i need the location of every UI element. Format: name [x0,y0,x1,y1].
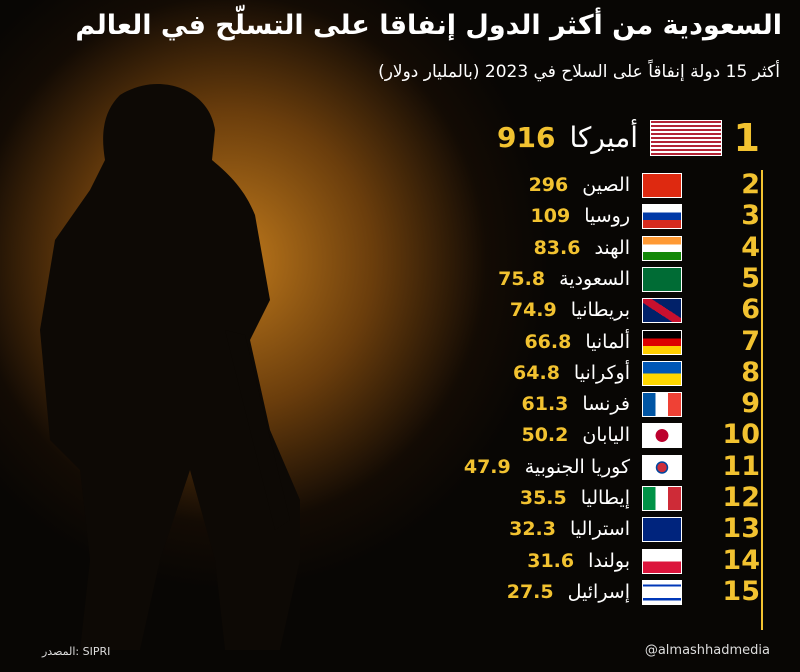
country-row: فرنسا 61.3 [330,389,630,419]
rank-number: 7 [741,325,760,357]
spending-value: 75.8 [498,267,546,290]
spending-value: 109 [530,205,571,228]
country-name: روسيا [584,205,630,228]
rank-number: 3 [741,200,760,232]
country-name: الهند [594,236,630,259]
rank-number: 12 [722,482,760,513]
rank-number: 5 [741,262,760,294]
country-name: بريطانيا [570,299,630,322]
source: المصدر: SIPRI [42,645,111,658]
flag [650,120,722,156]
rank-number: 1 [733,116,760,160]
handle: @almashhadmedia [644,643,770,658]
country-row: استراليا 32.3 [330,514,630,544]
spending-value: 296 [528,174,569,196]
flag [642,173,682,198]
spending-value: 31.6 [527,549,575,572]
country-row: أوكرانيا 64.8 [330,358,630,388]
flag [642,579,682,605]
rank-number: 4 [741,231,760,263]
country-row: السعودية 75.8 [330,264,630,294]
title: السعودية من أكثر الدول إنفاقا على التسلّ… [75,10,782,41]
spending-value: 47.9 [463,455,511,478]
spending-value: 83.6 [533,236,581,259]
flag [642,266,682,292]
spending-value: 61.3 [521,393,569,416]
rank-number: 14 [722,544,760,576]
country-name: بولندا [588,549,630,572]
country-row: ألمانيا 66.8 [330,327,630,357]
rank-number: 2 [741,169,760,200]
country-row: أميركا 916 [338,118,638,158]
flag [642,329,682,355]
flag [642,204,682,230]
spending-value: 35.5 [519,487,567,509]
rank-number: 6 [741,294,760,326]
country-row: بولندا 31.6 [330,546,630,576]
country-name: إيطاليا [580,487,630,509]
flag [642,298,682,324]
country-row: إسرائيل 27.5 [330,577,630,607]
rank-number: 9 [741,388,760,420]
flag [642,235,682,261]
rank-number: 8 [741,356,760,388]
spending-value: 32.3 [509,518,556,541]
country-name: أوكرانيا [573,361,630,384]
country-name: فرنسا [582,393,630,416]
country-name: اليابان [582,424,630,447]
rank-number: 15 [722,575,760,607]
rank-number: 13 [722,513,760,545]
country-row: بريطانيا 74.9 [330,295,630,325]
spending-value: 66.8 [524,330,572,353]
country-row: اليابان 50.2 [330,420,630,450]
spending-value: 50.2 [521,424,569,447]
country-name: إسرائيل [567,580,630,603]
rank-number: 11 [722,450,760,482]
country-name: استراليا [569,518,630,541]
spending-value: 74.9 [509,299,557,322]
country-row: روسيا 109 [330,201,630,231]
spending-value: 27.5 [506,580,554,603]
flag [642,486,682,511]
flag [642,392,682,418]
country-row: إيطاليا 35.5 [330,483,630,513]
country-name: أميركا [569,121,638,154]
country-row: الصين 296 [330,170,630,200]
country-name: ألمانيا [585,330,630,353]
spending-value: 916 [497,121,556,154]
country-name: كوريا الجنوبية [524,455,630,478]
country-name: السعودية [559,267,630,290]
flag [642,454,682,480]
spending-value: 64.8 [513,361,560,384]
subtitle: أكثر 15 دولة إنفاقاً على السلاح في 2023 … [378,62,780,82]
country-row: الهند 83.6 [330,233,630,263]
flag [642,517,682,543]
flag [642,360,682,386]
flag [642,423,682,449]
country-name: الصين [582,174,630,196]
flag [642,548,682,574]
rank-number: 10 [722,419,760,451]
country-row: كوريا الجنوبية 47.9 [330,452,630,482]
